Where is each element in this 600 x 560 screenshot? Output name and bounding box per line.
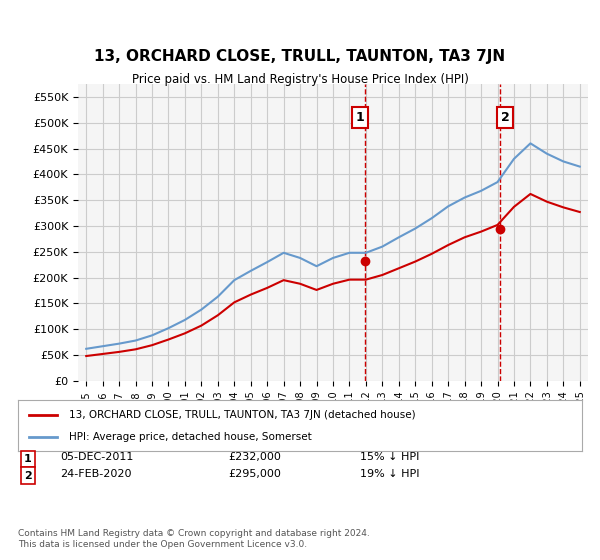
Text: 1: 1	[355, 111, 364, 124]
Text: 19% ↓ HPI: 19% ↓ HPI	[360, 469, 419, 479]
Text: Contains HM Land Registry data © Crown copyright and database right 2024.
This d: Contains HM Land Registry data © Crown c…	[18, 529, 370, 549]
Text: 13, ORCHARD CLOSE, TRULL, TAUNTON, TA3 7JN: 13, ORCHARD CLOSE, TRULL, TAUNTON, TA3 7…	[94, 49, 506, 64]
Text: 05-DEC-2011: 05-DEC-2011	[60, 452, 133, 463]
Text: 24-FEB-2020: 24-FEB-2020	[60, 469, 131, 479]
Text: HPI: Average price, detached house, Somerset: HPI: Average price, detached house, Some…	[69, 432, 311, 442]
Text: 15% ↓ HPI: 15% ↓ HPI	[360, 452, 419, 463]
Text: 13, ORCHARD CLOSE, TRULL, TAUNTON, TA3 7JN (detached house): 13, ORCHARD CLOSE, TRULL, TAUNTON, TA3 7…	[69, 409, 415, 419]
Text: £232,000: £232,000	[228, 452, 281, 463]
Text: 2: 2	[500, 111, 509, 124]
Text: 1: 1	[24, 454, 32, 464]
Text: 2: 2	[24, 471, 32, 481]
Text: Price paid vs. HM Land Registry's House Price Index (HPI): Price paid vs. HM Land Registry's House …	[131, 73, 469, 86]
Text: £295,000: £295,000	[228, 469, 281, 479]
